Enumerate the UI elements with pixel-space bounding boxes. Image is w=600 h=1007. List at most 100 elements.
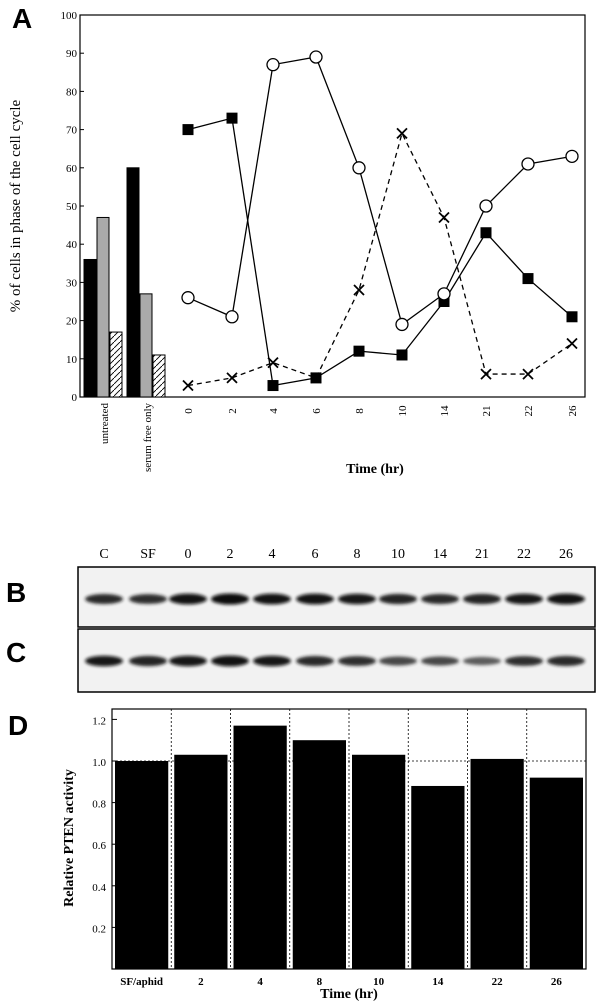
chart-a-group-label: serum free only — [142, 403, 154, 473]
chart-a-ytick-label: 100 — [61, 10, 78, 22]
chart-a-point-circle — [266, 58, 280, 72]
chart-a-ytick-label: 10 — [66, 354, 78, 366]
chart-d-bar — [411, 785, 465, 969]
blot-c-band — [296, 656, 334, 666]
chart-d-xtick-label: 2 — [198, 976, 204, 988]
chart-a-xtick-label: 26 — [567, 405, 579, 417]
chart-d-xtick-label: 14 — [432, 976, 444, 988]
chart-a-ytick-label: 40 — [66, 239, 78, 251]
blot-lane-label: 22 — [517, 547, 531, 562]
blot-c-band — [547, 656, 585, 666]
chart-d-bar — [233, 725, 287, 969]
chart-a-xtick-label: 4 — [268, 408, 280, 414]
blot-lane-label: 4 — [269, 547, 276, 562]
panel-letter-b: B — [6, 577, 26, 608]
blot-b-band — [379, 593, 417, 605]
chart-a-xtick-label: 0 — [183, 408, 195, 414]
chart-a-point-circle — [479, 199, 493, 213]
chart-a-point-square — [353, 345, 365, 357]
chart-d-xtick-label: 4 — [257, 976, 263, 988]
chart-a-point-circle — [565, 149, 579, 163]
chart-a-point-square — [438, 296, 450, 307]
chart-d-xtick-label: 26 — [551, 976, 563, 988]
blot-lane-label: 6 — [312, 547, 319, 562]
chart-a-point-x — [182, 379, 194, 392]
chart-d-ylabel: Relative PTEN activity — [62, 769, 77, 907]
blot-b-band — [211, 593, 249, 605]
chart-a-ylabel: % of cells in phase of the cell cycle — [8, 99, 24, 312]
chart-a-xtick-label: 21 — [481, 406, 493, 417]
blot-lane-label: SF — [140, 547, 156, 562]
blot-c-band — [253, 655, 291, 667]
chart-a-point-circle — [181, 291, 195, 305]
blot-c-band — [505, 656, 543, 666]
blot-c-band — [421, 656, 459, 666]
chart-a-frame — [79, 14, 586, 398]
chart-a-xlabel: Time (hr) — [346, 462, 404, 477]
chart-a-xtick-label: 10 — [397, 405, 409, 417]
chart-a-point-x — [310, 372, 322, 384]
chart-a-point-square — [267, 380, 279, 392]
blot-b-band — [129, 594, 167, 604]
blot-c-band — [338, 656, 376, 666]
chart-a-point-x — [438, 211, 450, 224]
chart-d-bar — [529, 777, 583, 969]
western-blots: C SF 0 2 4 6 8 10 14 21 22 26 — [77, 547, 596, 693]
chart-a-xtick-label: 8 — [354, 408, 366, 414]
blot-c-band — [211, 655, 249, 667]
chart-a-point-square — [480, 227, 492, 239]
blot-lane-label: 21 — [475, 547, 489, 562]
panel-letter-a: A — [12, 3, 32, 34]
blot-b-band — [547, 593, 585, 605]
chart-a-xtick-label: 2 — [227, 408, 239, 414]
blot-lane-label: C — [99, 547, 108, 562]
chart-a-point-square — [226, 112, 238, 124]
chart-d-ytick-label: 0.6 — [92, 840, 106, 852]
chart-a-point-square — [182, 124, 194, 136]
blot-b-band — [253, 593, 291, 605]
chart-a-ytick-label: 70 — [66, 125, 78, 137]
blot-lane-label: 10 — [391, 547, 405, 562]
chart-d-bar — [470, 758, 524, 969]
blot-b-band — [338, 593, 376, 605]
blot-lane-label: 2 — [227, 547, 234, 562]
chart-a-point-x — [480, 368, 492, 380]
chart-a-point-circle — [309, 50, 323, 64]
chart-a-point-circle — [521, 157, 535, 171]
chart-a-control-bar — [96, 216, 110, 398]
chart-a-point-square — [396, 349, 408, 361]
chart-d-bar — [292, 740, 346, 969]
chart-a-ytick-label: 60 — [66, 163, 78, 175]
chart-d-ytick-label: 1.0 — [92, 757, 106, 769]
chart-a-series-line-circle — [187, 56, 573, 326]
chart-d-frame — [111, 708, 587, 970]
chart-a-point-x — [267, 356, 279, 369]
blot-lane-label: 8 — [354, 547, 361, 562]
chart-d-ytick-label: 0.8 — [92, 799, 106, 811]
chart-a-point-circle — [225, 310, 239, 324]
chart-a-ytick-label: 50 — [66, 201, 78, 213]
blot-b-band — [505, 593, 543, 605]
chart-a-point-circle — [352, 161, 366, 175]
chart-d-bar — [115, 761, 169, 969]
chart-a-xtick-label: 6 — [311, 408, 323, 414]
blot-c-band — [463, 656, 501, 666]
chart-a-point-x — [226, 372, 238, 384]
blot-c-band — [169, 655, 207, 667]
blot-b-band — [296, 593, 334, 605]
chart-a-point-x — [353, 284, 365, 296]
blot-b-band — [169, 593, 207, 605]
chart-a-ytick-label: 90 — [66, 48, 78, 60]
blot-b-band — [421, 594, 459, 604]
chart-a-point-x — [396, 127, 408, 140]
chart-a-control-bar — [109, 331, 123, 398]
chart-a-control-bar — [152, 354, 166, 398]
chart-d-xlabel: Time (hr) — [320, 987, 378, 1002]
chart-a-xtick-label: 14 — [439, 405, 451, 417]
blot-b-band — [85, 594, 123, 604]
panel-letter-d: D — [8, 710, 28, 741]
chart-a-control-bar — [83, 258, 97, 398]
blot-lane-label: 14 — [433, 547, 447, 562]
chart-a-ytick-label: 80 — [66, 86, 78, 98]
chart-a-point-x — [566, 337, 578, 350]
